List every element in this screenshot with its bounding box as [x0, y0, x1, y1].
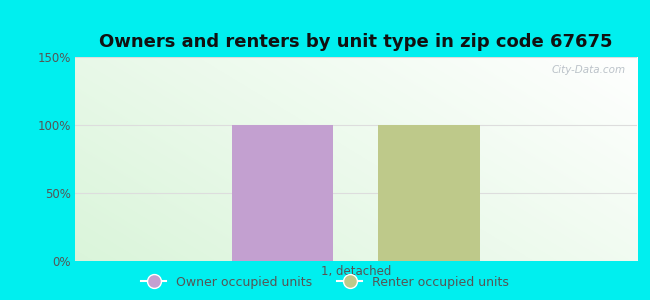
Legend: Owner occupied units, Renter occupied units: Owner occupied units, Renter occupied un…	[136, 271, 514, 294]
Bar	[378, 125, 480, 261]
Text: City-Data.com: City-Data.com	[552, 65, 626, 75]
Bar	[232, 125, 333, 261]
Title: Owners and renters by unit type in zip code 67675: Owners and renters by unit type in zip c…	[99, 33, 612, 51]
